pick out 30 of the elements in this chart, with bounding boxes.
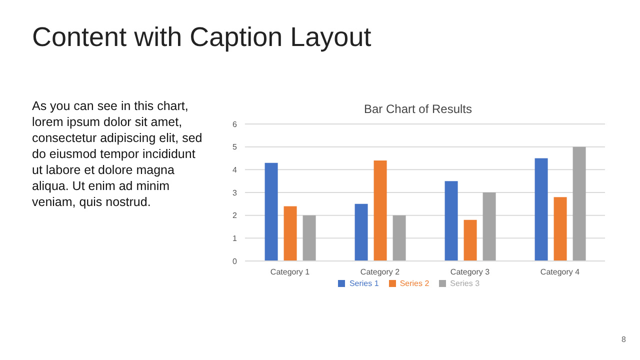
y-tick-label: 5: [232, 142, 238, 152]
bar: [392, 215, 406, 261]
bar: [264, 162, 278, 261]
x-tick-label: Category 1: [270, 268, 310, 277]
bar: [534, 158, 548, 261]
y-tick-label: 2: [232, 211, 238, 220]
x-tick-label: Category 4: [540, 268, 580, 277]
text: 8: [622, 335, 626, 344]
y-tick-label: 1: [232, 234, 238, 244]
bar: [444, 181, 458, 261]
bar: [302, 215, 316, 261]
legend-label: Series 1: [349, 279, 379, 288]
y-tick-label: 0: [232, 256, 238, 266]
text: As you can see in this chart, lorem ipsum dolor sit amet, consectetur adipiscing elit, sed do eiusmod tempor incididunt ut labore et dolore magna aliqua. Ut enim ad minim veniam, quis nostrud.: [32, 98, 204, 210]
bar: [482, 192, 496, 261]
x-tick-label: Category 2: [360, 268, 400, 277]
chart-title: Content with Caption Layout: [32, 22, 372, 53]
x-tick-label: Category 3: [450, 268, 490, 277]
bar: [374, 160, 387, 261]
bar: [554, 197, 567, 261]
bar: [284, 206, 297, 261]
legend-label: Series 3: [450, 279, 480, 288]
bar: [572, 146, 586, 261]
bar: [464, 220, 477, 261]
y-tick-label: 6: [232, 120, 238, 129]
bar: [354, 204, 368, 261]
y-tick-label: 4: [232, 166, 238, 175]
legend-label: Series 2: [400, 279, 430, 288]
chart-subtitle: Bar Chart of Results: [362, 102, 474, 116]
y-tick-label: 3: [232, 188, 238, 198]
